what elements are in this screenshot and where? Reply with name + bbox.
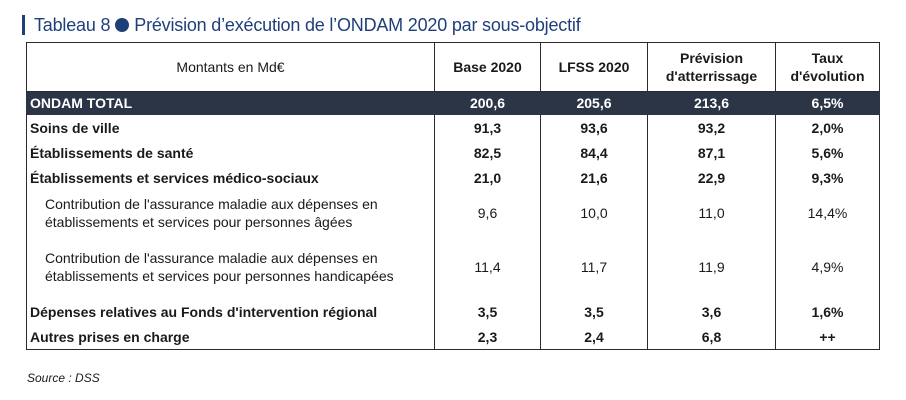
cell-lfss: 84,4	[540, 140, 648, 165]
cell-prevision: 93,2	[647, 114, 776, 140]
cell-lfss: 2,4	[540, 324, 648, 350]
cell-base: 200,6	[434, 91, 541, 115]
bullet-dot-icon	[115, 17, 130, 32]
cell-prevision: 213,6	[647, 91, 776, 115]
cell-lfss: 3,5	[540, 299, 648, 324]
cell-lfss: 10,0	[540, 190, 648, 235]
row-label: Contribution de l'assurance maladie aux …	[26, 190, 435, 235]
table-row: Dépenses relatives au Fonds d'interventi…	[26, 299, 880, 324]
cell-base: 82,5	[434, 140, 541, 165]
header-base-2020: Base 2020	[434, 42, 541, 92]
row-label: Autres prises en charge	[26, 324, 435, 350]
title-text: Tableau 8 Prévision d’exécution de l’ONDA…	[34, 15, 581, 36]
row-label: Soins de ville	[26, 114, 435, 140]
row-label: Contribution de l'assurance maladie aux …	[26, 235, 435, 299]
cell-prevision: 3,6	[647, 299, 776, 324]
cell-prevision: 87,1	[647, 140, 776, 165]
cell-lfss: 11,7	[540, 235, 648, 299]
row-label: ONDAM TOTAL	[26, 91, 435, 115]
cell-prevision: 11,9	[647, 235, 776, 299]
cell-taux: 9,3%	[775, 165, 880, 190]
row-label: Dépenses relatives au Fonds d'interventi…	[26, 299, 435, 324]
cell-taux: 6,5%	[775, 91, 880, 115]
cell-base: 3,5	[434, 299, 541, 324]
cell-prevision: 6,8	[647, 324, 776, 350]
row-label: Établissements de santé	[26, 140, 435, 165]
title-accent-bar	[22, 15, 25, 35]
cell-lfss: 205,6	[540, 91, 648, 115]
cell-taux: 2,0%	[775, 114, 880, 140]
header-amounts: Montants en Md€	[26, 42, 435, 92]
table-title: Tableau 8 Prévision d’exécution de l’ONDA…	[22, 14, 581, 36]
cell-base: 21,0	[434, 165, 541, 190]
table-row: Établissements et services médico-sociau…	[26, 165, 880, 190]
table-row: ONDAM TOTAL 200,6 205,6 213,6 6,5%	[26, 91, 880, 115]
table-row: Soins de ville 91,3 93,6 93,2 2,0%	[26, 114, 880, 140]
cell-base: 91,3	[434, 114, 541, 140]
cell-base: 9,6	[434, 190, 541, 235]
cell-prevision: 22,9	[647, 165, 776, 190]
cell-base: 2,3	[434, 324, 541, 350]
cell-taux: 5,6%	[775, 140, 880, 165]
cell-taux: 14,4%	[775, 190, 880, 235]
cell-taux: ++	[775, 324, 880, 350]
source-note: Source : DSS	[27, 371, 100, 385]
header-lfss-2020: LFSS 2020	[540, 42, 648, 92]
cell-lfss: 21,6	[540, 165, 648, 190]
header-prevision: Prévision d'atterrissage	[647, 42, 776, 92]
cell-taux: 1,6%	[775, 299, 880, 324]
table-row: Autres prises en charge 2,3 2,4 6,8 ++	[26, 324, 880, 350]
row-label: Établissements et services médico-sociau…	[26, 165, 435, 190]
header-row: Montants en Md€ Base 2020 LFSS 2020 Prév…	[26, 42, 880, 92]
cell-prevision: 11,0	[647, 190, 776, 235]
title-prefix: Tableau 8	[34, 14, 111, 35]
header-taux: Taux d'évolution	[775, 42, 880, 92]
cell-lfss: 93,6	[540, 114, 648, 140]
table-row: Contribution de l'assurance maladie aux …	[26, 190, 880, 235]
cell-base: 11,4	[434, 235, 541, 299]
ondam-table: Montants en Md€ Base 2020 LFSS 2020 Prév…	[26, 42, 880, 350]
title-main: Prévision d’exécution de l’ONDAM 2020 pa…	[134, 14, 581, 35]
cell-taux: 4,9%	[775, 235, 880, 299]
table-row: Établissements de santé 82,5 84,4 87,1 5…	[26, 140, 880, 165]
table-row: Contribution de l'assurance maladie aux …	[26, 235, 880, 299]
